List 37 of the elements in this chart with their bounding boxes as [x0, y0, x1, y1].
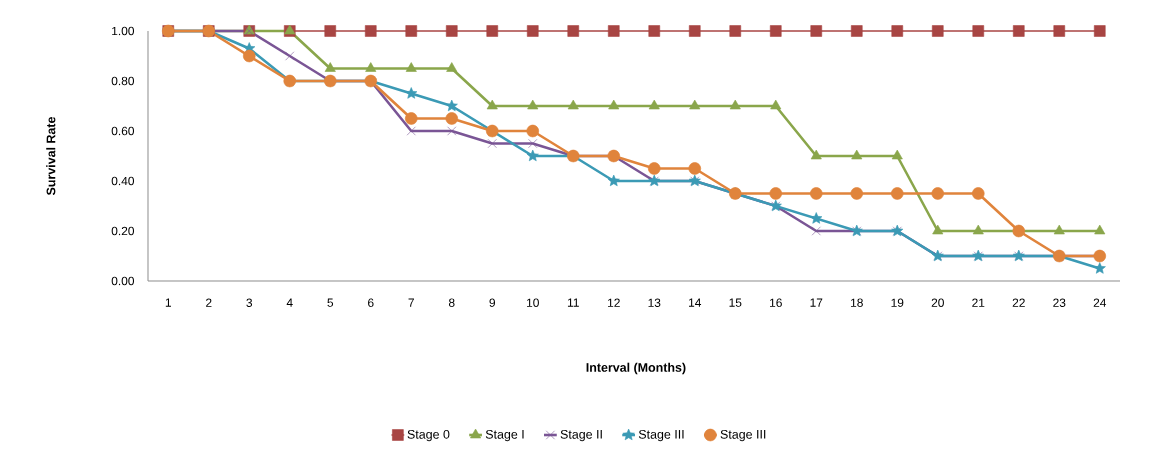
x-tick-label: 6: [368, 298, 374, 307]
x-tick-label: 16: [770, 298, 782, 307]
legend-label: Stage I: [485, 429, 524, 442]
x-tick-label: 21: [972, 298, 985, 307]
x-tick-label: 24: [1093, 298, 1107, 307]
x-tick-label: 18: [851, 298, 863, 307]
x-tick-label: 1: [165, 298, 171, 307]
x-tick-label: 8: [448, 298, 455, 307]
legend-label: Stage 0: [407, 429, 450, 442]
x-tick-label: 15: [729, 298, 742, 307]
y-axis-title: Survival Rate: [46, 116, 56, 196]
y-tick-label: 0.40: [111, 176, 135, 186]
x-tick-label: 23: [1053, 298, 1066, 307]
x-tick-label: 2: [206, 298, 212, 307]
y-tick-label: 0.20: [111, 226, 135, 236]
x-tick-label: 10: [527, 298, 539, 307]
y-tick-label: 1.00: [112, 26, 135, 36]
y-tick-label: 0.00: [111, 276, 135, 286]
x-axis-title: Interval (Months): [586, 362, 686, 375]
x-tick-label: 17: [810, 298, 823, 307]
y-tick-label: 0.80: [111, 76, 135, 86]
legend-label: Stage II: [560, 429, 602, 442]
x-tick-label: 19: [891, 298, 904, 307]
x-tick-label: 7: [408, 298, 414, 307]
x-tick-label: 20: [931, 298, 944, 307]
x-tick-label: 5: [327, 298, 334, 307]
y-tick-label: 0.60: [111, 126, 135, 136]
legend-label: Stage III: [720, 429, 766, 442]
x-tick-label: 22: [1012, 298, 1025, 307]
x-tick-label: 12: [608, 298, 620, 307]
x-tick-label: 4: [286, 298, 293, 307]
x-tick-label: 11: [567, 298, 579, 307]
legend-label: Stage III: [638, 429, 684, 442]
x-tick-label: 14: [689, 298, 702, 307]
x-tick-label: 9: [489, 298, 496, 307]
x-tick-label: 3: [246, 298, 253, 307]
x-tick-label: 13: [648, 298, 661, 307]
